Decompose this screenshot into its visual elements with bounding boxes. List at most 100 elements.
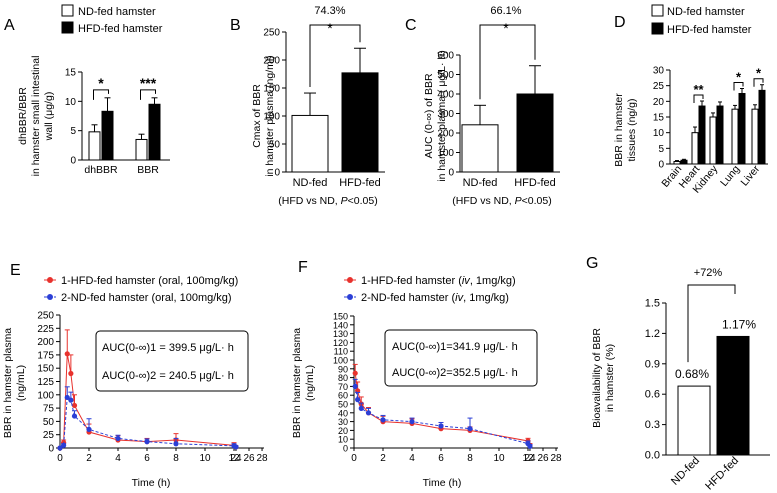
auc-line2: AUC(0-∞)2 = 240.5 μg/L· h [102,370,234,382]
y-tick-label: 10 [653,128,665,139]
x-tick-label: 2 [86,453,92,464]
data-point-nd [115,435,121,442]
plot-area: 051015202530BrainHeart**KidneyLung*Liver… [653,66,768,196]
legend-hfd-label: 1-HFD-fed hamster (oral, 100mg/kg) [61,275,238,287]
legend-hfd-label: HFD-fed hamster [78,23,163,35]
plot-area: 0 5 10 15 dhBBR * BBR *** [65,68,170,176]
y-axis-label-line1: BBR in hamster plasma [291,328,303,438]
panel-g: G +72% Bioavailability of BBR in hamster… [586,255,770,493]
data-point-hfd [71,402,78,409]
y-tick-label: 125 [37,377,54,388]
legend-nd-label: 2-ND-fed hamster (oral, 100mg/kg) [61,292,232,304]
legend-nd-label: 2-ND-fed hamster (iv, 1mg/kg) [361,292,509,304]
footnote-pre: (HFD vs ND, [452,195,514,207]
x-axis-label: Time (h) [132,477,171,489]
y-axis-label-line2: in hamster small intestinal [30,56,42,177]
bar-hfd [716,335,750,456]
auc-line1: AUC(0-∞)1=341.9 μg/L· h [392,341,518,353]
y-tick-label: 90 [338,364,348,374]
data-point-nd [358,405,364,411]
footnote-pre: (HFD vs ND, [278,195,340,207]
data-point-nd [173,441,179,447]
bar-nd [691,132,699,165]
y-tick-label: 100 [437,148,454,159]
y-tick-label: 200 [263,56,280,67]
panel-f-label: F [298,259,308,276]
plot-area: 0 100 200 300 400 500 600 ND-fed HFD-fed [437,24,560,189]
x-tick-label: 26 [537,453,549,464]
data-point-hfd [68,370,74,377]
x-tick-label: 0 [57,453,63,464]
bar-hfd [101,110,114,161]
y-axis-label-line3: wall (μg/g) [43,92,55,142]
bar-hfd [716,105,724,165]
footnote-post: <0.05) [522,195,552,207]
auc-line1: AUC(0-∞)1 = 399.5 μg/L· h [102,342,234,354]
data-point-nd [409,419,415,425]
data-point-nd [64,394,70,401]
bar-hfd [698,105,706,165]
significance-star: * [736,69,742,84]
panel-e-label: E [10,262,21,279]
significance-bracket [479,24,536,100]
bar-nd [88,131,101,161]
x-tick-label: HFD-fed [703,455,741,493]
y-tick-label: 100 [37,390,54,401]
x-tick-label: 6 [144,453,150,464]
footnote-p: P [341,195,348,207]
legend-hfd-suffix: , 1mg/kg) [470,275,516,287]
x-tick-label: 26 [243,453,255,464]
x-tick-label: 28 [256,453,268,464]
legend-hfd-swatch [61,21,74,34]
y-tick-label: 5 [70,126,76,137]
x-tick-label: 4 [115,453,121,464]
x-tick-label: HFD-fed [339,177,381,189]
percent-increase: 74.3% [314,5,345,17]
data-point-nd [355,397,361,403]
y-tick-label: 140 [333,320,348,330]
y-tick-label: 0 [343,444,348,454]
y-tick-label: 1.2 [645,328,660,340]
y-tick-label: 200 [437,129,454,140]
bar-hfd [738,93,746,165]
data-point-nd [527,443,533,449]
data-point-nd [438,423,444,429]
y-axis-label-line1: Bioavailability of BBR [591,328,603,428]
y-tick-label: 300 [437,109,454,120]
y-tick-label: 20 [653,97,665,108]
data-point-nd [61,442,67,448]
x-tick-label: ND-fed [669,455,702,488]
y-axis-label-line2: in hamster (%) [604,344,616,412]
y-tick-label: 5 [658,144,664,155]
y-tick-label: 60 [338,391,348,401]
plot-area: 0.0 0.3 0.6 0.9 1.2 1.5 0.68% ND-fed 1.17% HFD-fe… [645,284,770,493]
footnote-post: <0.05) [348,195,378,207]
y-tick-label: 150 [37,364,54,375]
y-tick-label: 30 [653,66,665,77]
bar-hfd [680,159,688,165]
x-axis-label: Time (h) [423,477,462,489]
auc-box [384,329,538,387]
y-axis-label-line2: (ng/mL) [304,365,316,401]
significance-bracket [140,89,156,100]
data-point-nd [144,439,150,445]
panel-a-label: A [4,17,15,34]
bar-nd [731,108,739,165]
significance-star: * [98,75,104,91]
x-tick-label: 24 [230,453,242,464]
y-axis-label-line1: BBR in hamster [613,93,625,167]
legend-nd-route: iv [455,292,464,304]
x-tick-label: Lung [718,163,742,189]
y-tick-label: 50 [338,400,348,410]
panel-b-label: B [230,17,241,34]
x-tick-label: 28 [550,453,562,464]
data-point-nd [467,426,473,432]
y-tick-label: 50 [269,140,281,151]
bar-nd [461,124,499,173]
x-tick-label: 0 [351,453,357,464]
y-tick-label: 10 [338,435,348,445]
data-point-nd [365,410,372,416]
legend-nd-swatch [61,4,74,17]
y-tick-label: 40 [338,408,348,418]
